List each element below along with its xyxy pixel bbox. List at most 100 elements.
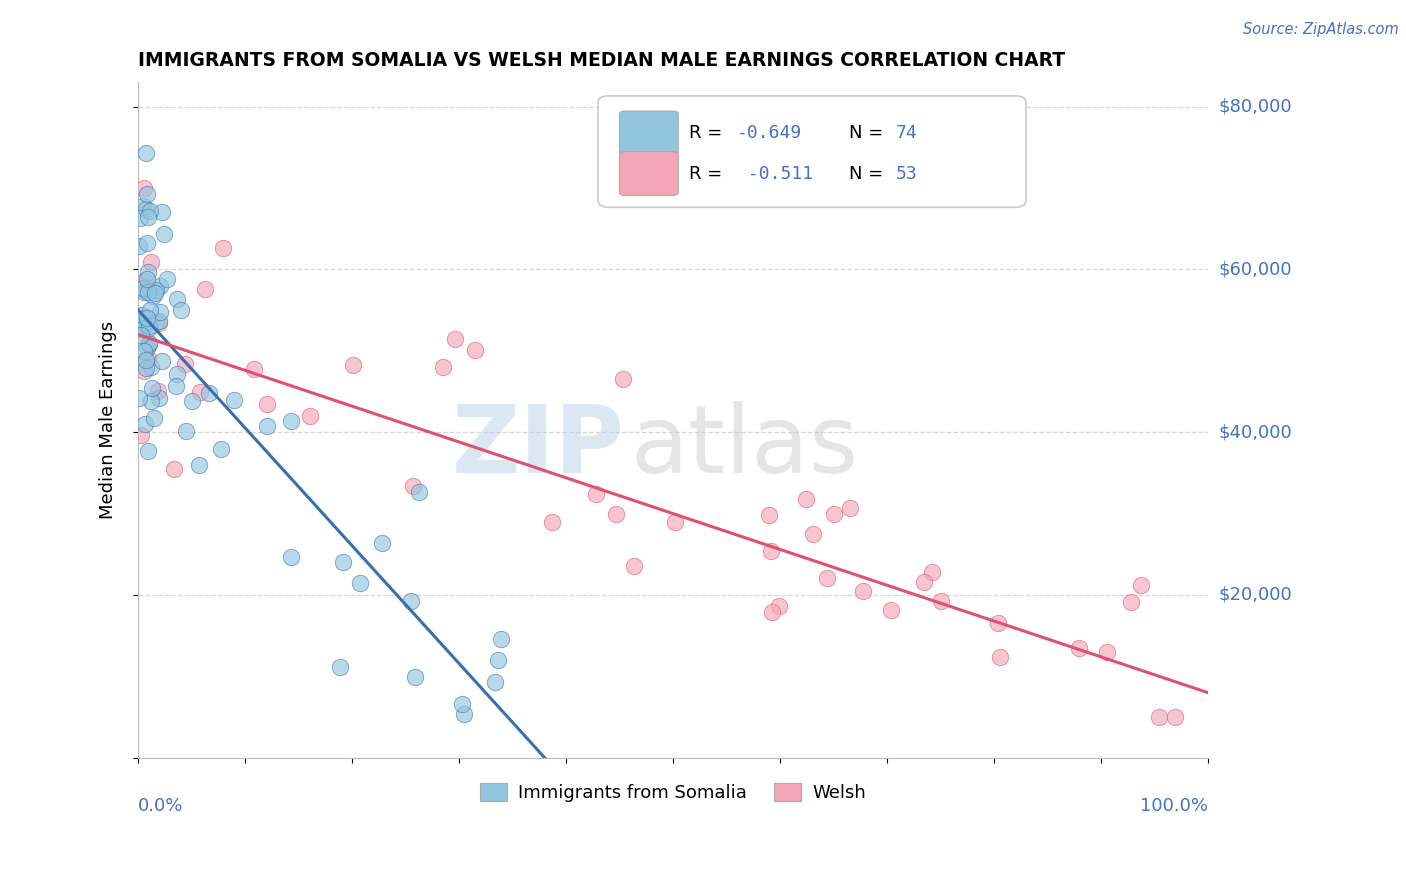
Y-axis label: Median Male Earnings: Median Male Earnings: [100, 321, 117, 519]
Point: [664, 515, 686, 529]
Point: [176, 424, 198, 438]
Point: [149, 305, 172, 319]
Point: [929, 593, 952, 607]
Point: [194, 282, 217, 296]
Point: [166, 292, 188, 306]
Point: [132, 274, 155, 288]
Point: [612, 372, 634, 386]
Point: [432, 359, 454, 374]
Point: [129, 428, 152, 442]
Point: [605, 507, 627, 521]
Text: -0.511: -0.511: [737, 164, 813, 183]
Point: [170, 302, 193, 317]
Point: [852, 584, 875, 599]
FancyBboxPatch shape: [620, 111, 678, 155]
Point: [141, 382, 163, 396]
Point: [131, 321, 153, 335]
Point: [135, 186, 157, 201]
Point: [243, 362, 266, 376]
Point: [921, 566, 943, 580]
Point: [135, 311, 157, 326]
Text: $40,000: $40,000: [1219, 423, 1292, 442]
Point: [188, 384, 211, 399]
Point: [148, 391, 170, 405]
Point: [153, 227, 176, 241]
Point: [399, 593, 422, 607]
Point: [1069, 641, 1091, 656]
Point: [134, 417, 156, 431]
Point: [188, 458, 211, 472]
Point: [146, 384, 169, 399]
Point: [879, 603, 901, 617]
Text: N =: N =: [849, 124, 890, 142]
Point: [1147, 710, 1170, 724]
Point: [453, 706, 475, 721]
Point: [486, 653, 509, 667]
Point: [138, 336, 160, 351]
Point: [794, 492, 817, 507]
Point: [1163, 710, 1185, 724]
Point: [839, 501, 862, 516]
Point: [138, 318, 160, 333]
Point: [131, 322, 153, 336]
Point: [148, 316, 170, 330]
Point: [148, 314, 170, 328]
Point: [139, 255, 162, 269]
Point: [136, 285, 159, 300]
Point: [166, 368, 188, 382]
Legend: Immigrants from Somalia, Welsh: Immigrants from Somalia, Welsh: [472, 776, 873, 809]
Point: [1121, 595, 1143, 609]
Point: [132, 181, 155, 195]
Point: [145, 283, 167, 297]
Point: [371, 535, 394, 549]
Point: [136, 444, 159, 458]
Point: [134, 364, 156, 378]
Text: N =: N =: [849, 164, 890, 183]
Point: [404, 670, 426, 684]
Point: [136, 235, 159, 250]
Point: [128, 320, 150, 334]
Point: [212, 241, 235, 255]
Point: [129, 211, 152, 225]
Point: [135, 353, 157, 368]
Point: [142, 289, 165, 303]
Point: [135, 360, 157, 375]
Point: [759, 544, 782, 558]
Point: [758, 508, 780, 523]
Point: [1129, 578, 1152, 592]
Point: [136, 271, 159, 285]
Text: R =: R =: [689, 124, 728, 142]
Point: [256, 418, 278, 433]
Point: [197, 386, 219, 401]
Point: [149, 278, 172, 293]
Point: [585, 487, 607, 501]
Point: [801, 527, 824, 541]
Point: [823, 507, 845, 521]
Point: [152, 205, 174, 219]
Point: [912, 574, 935, 589]
FancyBboxPatch shape: [598, 95, 1026, 207]
Point: [156, 271, 179, 285]
Point: [139, 360, 162, 375]
Point: [139, 302, 162, 317]
Point: [138, 337, 160, 351]
Point: [329, 660, 352, 674]
Point: [444, 332, 467, 346]
Point: [761, 606, 783, 620]
Point: [623, 559, 645, 574]
Point: [484, 675, 506, 690]
Point: [139, 314, 162, 328]
Point: [256, 396, 278, 410]
Text: $60,000: $60,000: [1219, 260, 1292, 278]
Point: [134, 344, 156, 359]
Point: [349, 575, 371, 590]
Text: R =: R =: [689, 164, 728, 183]
Text: atlas: atlas: [630, 401, 859, 493]
Point: [401, 479, 423, 493]
Point: [280, 550, 302, 565]
Text: Source: ZipAtlas.com: Source: ZipAtlas.com: [1243, 22, 1399, 37]
Point: [342, 359, 364, 373]
Point: [132, 199, 155, 213]
Text: $20,000: $20,000: [1219, 586, 1292, 604]
Text: IMMIGRANTS FROM SOMALIA VS WELSH MEDIAN MALE EARNINGS CORRELATION CHART: IMMIGRANTS FROM SOMALIA VS WELSH MEDIAN …: [138, 51, 1066, 70]
